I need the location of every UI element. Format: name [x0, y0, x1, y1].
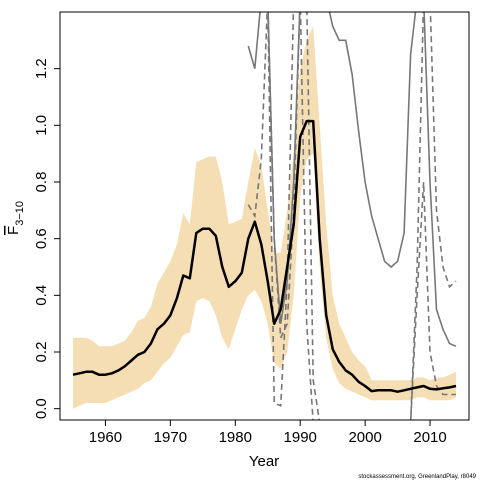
confidence-band [73, 26, 456, 409]
y-axis: 0.0 0.2 0.4 0.6 0.8 1.0 1.2 [33, 58, 60, 419]
y-tick-label-2: 0.4 [33, 285, 50, 306]
svg-text:F3−10: F3−10 [5, 201, 26, 235]
y-axis-title-main: F [5, 226, 22, 235]
retro-line-1 [247, 12, 457, 348]
y-axis-title: F3−10 [5, 201, 26, 235]
confidence-band-layer [73, 26, 456, 409]
y-tick-label-5: 1.0 [33, 115, 50, 136]
y-tick-label-4: 0.8 [33, 172, 50, 193]
retro-lines-layer [247, 12, 457, 420]
plot-frame [59, 11, 470, 421]
x-axis-title: Year [249, 453, 279, 470]
retro-line-4 [409, 12, 457, 420]
y-tick-label-3: 0.6 [33, 228, 50, 249]
x-tick-label-1970: 1970 [154, 429, 187, 446]
y-axis-title-sub: 3−10 [14, 201, 26, 226]
y-tick-label-0: 0.0 [33, 398, 50, 419]
y-tick-label-6: 1.2 [33, 58, 50, 79]
x-tick-label-1990: 1990 [284, 429, 317, 446]
x-tick-label-1980: 1980 [219, 429, 252, 446]
main-estimate-line [72, 119, 457, 393]
retro-line-3 [267, 12, 456, 420]
x-tick-label-2010: 2010 [413, 429, 446, 446]
x-axis: 1960 1970 1980 1990 2000 2010 [89, 420, 447, 446]
retro-line-2 [247, 12, 314, 420]
source-footer: stockassessment.org, GreenlandPlay, r804… [358, 474, 476, 480]
x-tick-label-2000: 2000 [348, 429, 381, 446]
y-tick-label-1: 0.2 [33, 342, 50, 363]
main-line-layer [72, 119, 457, 393]
x-tick-label-1960: 1960 [89, 429, 122, 446]
